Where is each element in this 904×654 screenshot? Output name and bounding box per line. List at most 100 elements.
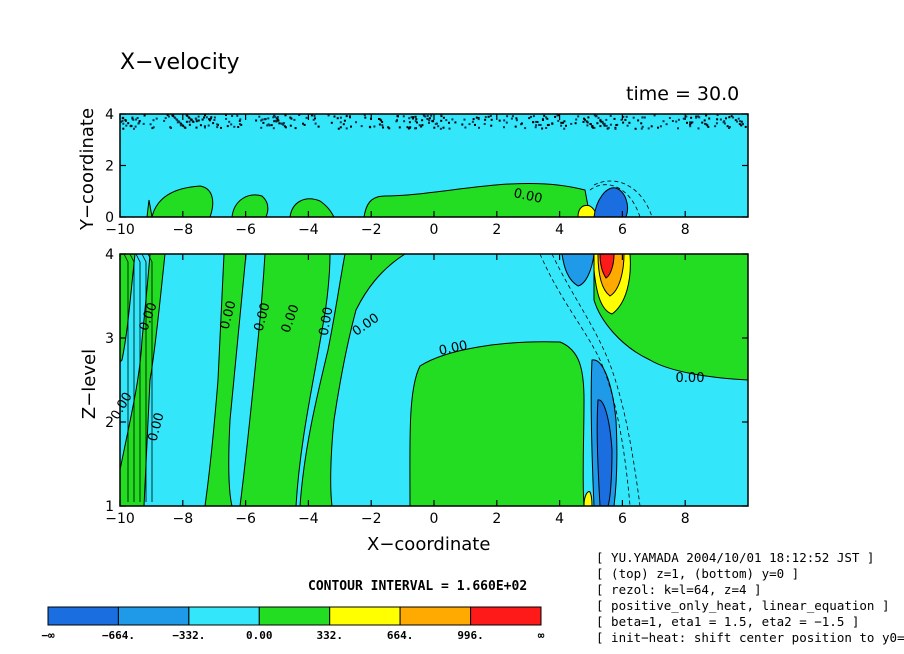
speckle-mark (420, 125, 423, 128)
speckle-mark (293, 118, 296, 121)
speckle-mark (600, 120, 603, 123)
speckle-mark (176, 118, 179, 121)
speckle-mark (360, 125, 363, 128)
speckle-mark (622, 115, 625, 118)
speckle-mark (556, 114, 559, 117)
speckle-mark (487, 115, 490, 118)
speckle-mark (410, 116, 413, 119)
speckle-mark (535, 124, 538, 127)
speckle-mark (408, 127, 411, 129)
bottom-y-tick-label: 1 (105, 499, 114, 515)
speckle-mark (342, 123, 345, 126)
speckle-mark (668, 117, 671, 119)
bottom-x-tick-label: −6 (235, 511, 256, 527)
speckle-mark (498, 119, 501, 122)
speckle-mark (440, 114, 443, 117)
speckle-mark (284, 114, 287, 117)
speckle-mark (738, 123, 741, 126)
speckle-mark (695, 115, 698, 118)
speckle-mark (589, 123, 592, 126)
speckle-mark (414, 120, 417, 123)
speckle-mark (640, 122, 643, 125)
speckle-mark (593, 126, 596, 129)
speckle-mark (237, 126, 240, 128)
speckle-mark (716, 118, 719, 121)
speckle-mark (477, 118, 480, 121)
speckle-mark (532, 115, 535, 118)
speckle-mark (418, 124, 421, 127)
speckle-mark (740, 120, 743, 123)
speckle-mark (584, 118, 586, 121)
speckle-mark (744, 125, 747, 128)
speckle-mark (546, 117, 549, 120)
speckle-mark (624, 118, 627, 121)
speckle-mark (230, 123, 233, 126)
speckle-mark (682, 117, 685, 120)
speckle-mark (212, 122, 215, 125)
speckle-mark (554, 115, 557, 118)
speckle-mark (430, 114, 433, 117)
info-line: [ init−heat: shift center position to y0… (596, 630, 904, 645)
speckle-mark (152, 119, 155, 122)
speckle-mark (464, 126, 467, 129)
speckle-mark (607, 126, 610, 129)
speckle-mark (333, 115, 336, 118)
speckle-mark (570, 122, 573, 125)
speckle-mark (270, 124, 273, 127)
speckle-mark (121, 119, 124, 122)
top-green-region (363, 182, 591, 217)
speckle-mark (433, 126, 436, 129)
colorbar-label: −332. (172, 629, 205, 642)
bottom-wiggly-contour (123, 254, 129, 502)
speckle-mark (258, 115, 261, 118)
speckle-mark (560, 121, 563, 124)
colorbar-swatch (117, 606, 190, 626)
speckle-mark (490, 124, 493, 127)
speckle-mark (313, 114, 316, 117)
speckle-mark (677, 127, 679, 130)
speckle-mark (728, 126, 731, 128)
speckle-mark (414, 127, 417, 130)
speckle-mark (289, 124, 292, 127)
speckle-mark (195, 126, 198, 129)
speckle-mark (231, 115, 234, 117)
speckle-mark (388, 127, 391, 130)
speckle-mark (532, 121, 535, 124)
speckle-mark (421, 124, 424, 127)
speckle-mark (728, 116, 731, 119)
speckle-mark (575, 118, 578, 121)
top-panel (119, 113, 749, 218)
speckle-mark (284, 126, 287, 129)
bottom-green-region (239, 254, 331, 506)
speckle-mark (489, 115, 492, 117)
speckle-mark (665, 123, 668, 126)
colorbar-label: 0.00 (246, 629, 273, 642)
speckle-mark (303, 123, 306, 126)
speckle-mark (225, 114, 227, 116)
speckle-mark (565, 124, 567, 127)
speckle-mark (274, 115, 277, 118)
speckle-mark (395, 120, 398, 123)
speckle-mark (298, 114, 301, 116)
speckle-mark (262, 121, 265, 124)
speckle-mark (698, 116, 701, 119)
speckle-mark (725, 117, 727, 120)
speckle-mark (737, 117, 740, 120)
speckle-mark (127, 122, 130, 125)
speckle-mark (192, 120, 195, 123)
speckle-mark (186, 114, 189, 117)
top-blue-region (593, 187, 629, 217)
speckle-mark (535, 120, 538, 123)
speckle-mark (138, 120, 141, 122)
speckle-mark (260, 119, 263, 122)
speckle-mark (614, 126, 617, 129)
speckle-mark (314, 122, 317, 125)
speckle-mark (582, 120, 585, 123)
speckle-mark (337, 127, 340, 130)
speckle-mark (448, 127, 451, 130)
contour-interval: CONTOUR INTERVAL = 1.660E+02 (308, 579, 528, 594)
speckle-mark (599, 125, 602, 128)
bottom-x-tick-label: −2 (361, 511, 382, 527)
bottom-contour-label: 0.00 (252, 301, 274, 333)
speckle-mark (381, 124, 384, 127)
